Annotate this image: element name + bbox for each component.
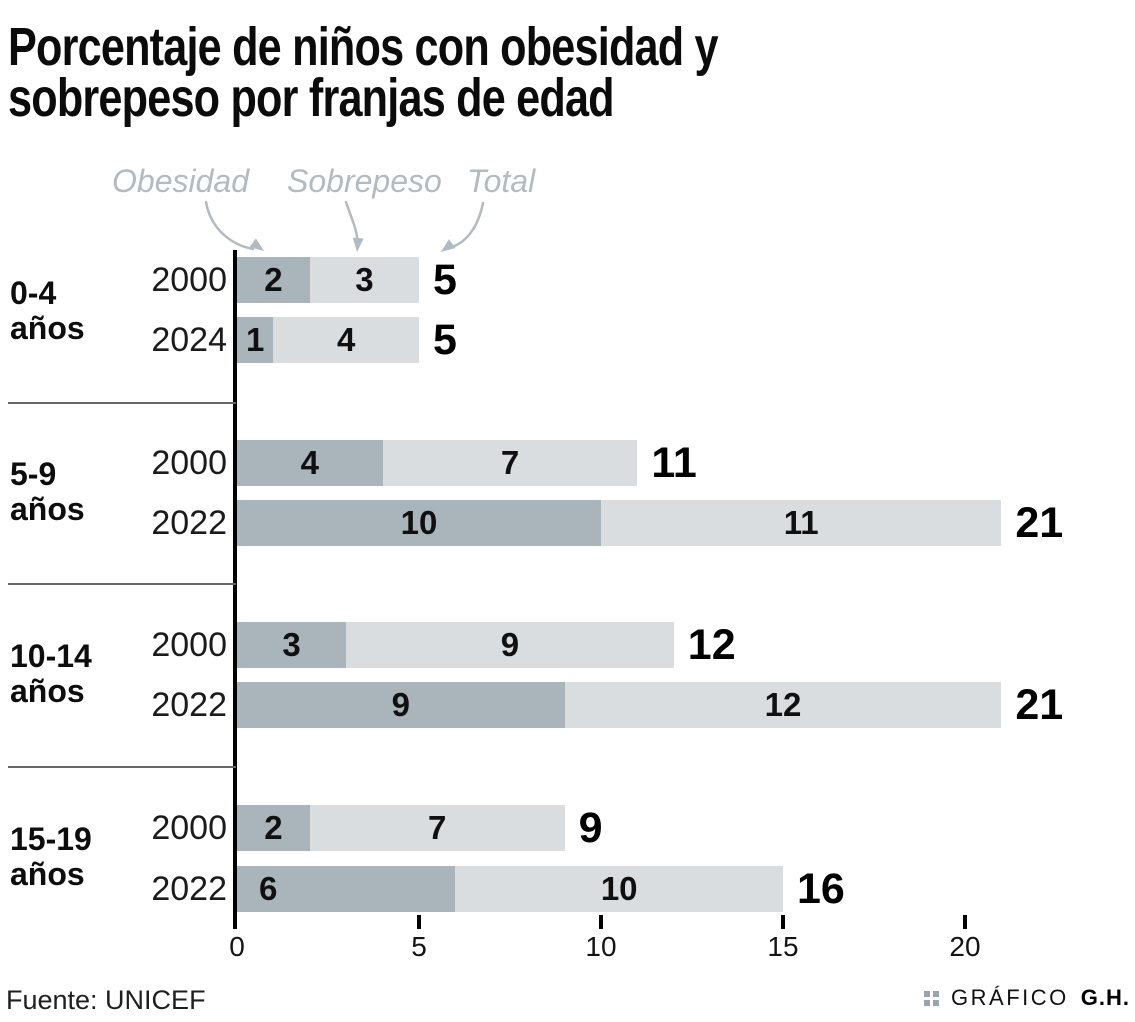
year-label: 2022 bbox=[151, 686, 227, 724]
obesidad-value-label: 6 bbox=[259, 870, 278, 907]
total-value-label: 9 bbox=[578, 804, 603, 852]
group-label: 0-4 años bbox=[10, 276, 150, 346]
obesidad-bar-segment bbox=[237, 500, 601, 546]
group-range-label: 10-14 bbox=[10, 638, 92, 674]
sobrepeso-value-label: 3 bbox=[355, 261, 374, 298]
group-divider bbox=[8, 402, 236, 404]
group-anos-label: años bbox=[10, 673, 85, 709]
obesidad-bar-segment bbox=[237, 622, 347, 668]
sobrepeso-value-label: 7 bbox=[500, 444, 520, 481]
x-axis-tick bbox=[599, 915, 603, 929]
sobrepeso-bar-segment bbox=[309, 257, 419, 303]
legend-arrows bbox=[204, 200, 485, 252]
sobrepeso-bar-segment bbox=[346, 622, 674, 668]
group-range-label: 0-4 bbox=[10, 275, 57, 311]
obesidad-value-label: 9 bbox=[391, 686, 410, 723]
legend-label-total: Total bbox=[467, 163, 536, 199]
obesidad-arrow bbox=[204, 200, 264, 251]
x-axis-tick-label: 15 bbox=[767, 931, 799, 962]
total-value-label: 16 bbox=[797, 865, 845, 913]
title-line-1: Porcentaje de niños con obesidad y bbox=[8, 17, 719, 77]
legend-label-obesidad: Obesidad bbox=[112, 163, 249, 199]
legend-label-sobrepeso: Sobrepeso bbox=[287, 163, 442, 199]
total-value-label: 21 bbox=[1015, 499, 1064, 547]
sobrepeso-bar-segment bbox=[309, 805, 565, 851]
total-arrow bbox=[441, 201, 485, 252]
sobrepeso-bar-segment bbox=[564, 682, 1002, 728]
obesidad-value-label: 3 bbox=[282, 626, 301, 663]
sobrepeso-value-label: 12 bbox=[764, 686, 802, 723]
credit-initials: G.H. bbox=[1080, 985, 1130, 1010]
credit: GRÁFICO G.H. bbox=[924, 985, 1130, 1011]
obesidad-value-label: 2 bbox=[264, 261, 283, 298]
obesidad-value-label: 4 bbox=[300, 444, 319, 481]
sobrepeso-value-label: 7 bbox=[428, 809, 447, 846]
sobrepeso-bar-segment bbox=[601, 500, 1002, 546]
group-label: 10-14 años bbox=[10, 639, 150, 709]
credit-word: GRÁFICO bbox=[951, 985, 1069, 1010]
total-value-label: 12 bbox=[687, 621, 736, 669]
obesidad-value-label: 10 bbox=[400, 504, 438, 541]
obesidad-value-label: 1 bbox=[246, 321, 265, 358]
year-label: 2022 bbox=[151, 504, 227, 542]
sobrepeso-arrow bbox=[344, 200, 364, 252]
obesidad-bar-segment bbox=[237, 257, 310, 303]
group-anos-label: años bbox=[10, 856, 85, 892]
obesidad-bar-segment bbox=[237, 317, 274, 363]
total-value-label: 5 bbox=[433, 316, 457, 364]
year-label: 2024 bbox=[151, 321, 227, 359]
x-axis-tick-label: 0 bbox=[229, 931, 245, 962]
year-label: 2000 bbox=[151, 809, 227, 847]
obesidad-bar-segment bbox=[237, 805, 310, 851]
obesidad-bar-segment bbox=[237, 866, 456, 912]
total-value-label: 5 bbox=[433, 256, 457, 304]
y-axis-line bbox=[233, 250, 237, 929]
x-axis-tick bbox=[417, 915, 421, 929]
source-label: Fuente: UNICEF bbox=[6, 985, 206, 1015]
year-label: 2000 bbox=[151, 261, 227, 299]
chart-title: Porcentaje de niños con obesidad y sobre… bbox=[8, 17, 719, 128]
title-line-2: sobrepeso por franjas de edad bbox=[8, 68, 615, 128]
obesidad-bar-segment bbox=[237, 682, 565, 728]
sobrepeso-value-label: 4 bbox=[337, 321, 356, 358]
x-axis-tick-label: 20 bbox=[949, 931, 981, 962]
x-axis-tick bbox=[781, 915, 785, 929]
sobrepeso-value-label: 10 bbox=[600, 870, 638, 907]
group-anos-label: años bbox=[10, 310, 85, 346]
group-anos-label: años bbox=[10, 491, 85, 527]
group-label: 5-9 años bbox=[10, 457, 150, 527]
year-label: 2000 bbox=[151, 444, 227, 482]
group-divider bbox=[8, 766, 236, 768]
group-range-label: 5-9 bbox=[10, 456, 57, 492]
sobrepeso-bar-segment bbox=[382, 440, 638, 486]
sobrepeso-value-label: 9 bbox=[500, 626, 520, 663]
obesidad-bar-segment bbox=[237, 440, 383, 486]
grid-squares-icon bbox=[924, 990, 940, 1006]
total-value-label: 11 bbox=[651, 439, 697, 487]
group-label: 15-19 años bbox=[10, 822, 150, 892]
group-divider bbox=[8, 583, 236, 585]
group-range-label: 15-19 bbox=[10, 821, 92, 857]
obesidad-value-label: 2 bbox=[264, 809, 283, 846]
total-value-label: 21 bbox=[1015, 681, 1064, 729]
sobrepeso-value-label: 11 bbox=[783, 504, 819, 541]
sobrepeso-bar-segment bbox=[273, 317, 419, 363]
year-label: 2000 bbox=[151, 626, 227, 664]
sobrepeso-bar-segment bbox=[455, 866, 783, 912]
x-axis-tick-label: 10 bbox=[585, 931, 617, 962]
x-axis-tick-label: 5 bbox=[411, 931, 427, 962]
x-axis-tick bbox=[963, 915, 967, 929]
year-label: 2022 bbox=[151, 870, 227, 908]
